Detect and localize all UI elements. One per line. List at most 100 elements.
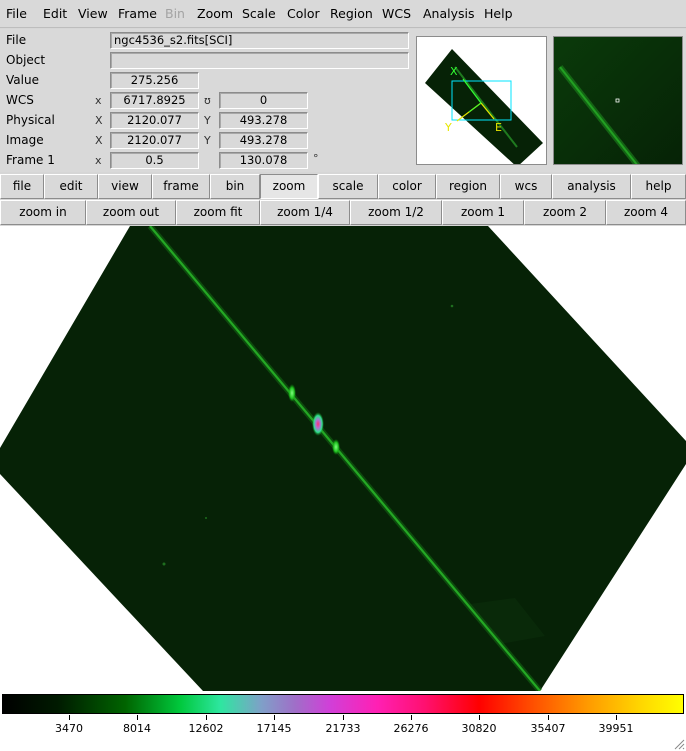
compass-n-arrow [468, 102, 482, 113]
magnifier-view [554, 37, 682, 164]
button-file[interactable]: file [0, 174, 44, 199]
button-zoom[interactable]: zoom [260, 174, 318, 199]
colorbar-tick-mark [343, 715, 344, 720]
image-label: Image [6, 133, 44, 147]
button-zoom-half[interactable]: zoom 1/2 [350, 200, 442, 225]
button-wcs[interactable]: wcs [500, 174, 552, 199]
file-label: File [6, 33, 27, 47]
image-canvas[interactable] [0, 226, 686, 691]
menu-color[interactable]: Color [287, 6, 320, 21]
colorbar-tick-mark [137, 715, 138, 720]
file-name-field: ngc4536_s2.fits[SCI] [110, 32, 409, 49]
colorbar-tick-mark [206, 715, 207, 720]
menu-bin: Bin [165, 6, 185, 21]
colorbar-tick-label: 12602 [188, 722, 224, 735]
colorbar-gradient [2, 694, 684, 714]
compass-e-label: E [495, 121, 502, 134]
button-region[interactable]: region [436, 174, 500, 199]
physical-x-axis-label: X [95, 114, 103, 127]
colorbar-tick-label: 35407 [530, 722, 566, 735]
panner[interactable]: X Y E [416, 36, 547, 165]
button-analysis[interactable]: analysis [552, 174, 631, 199]
object-label: Object [6, 53, 46, 67]
menu-edit[interactable]: Edit [43, 6, 68, 21]
frame-angle-field: 130.078 [219, 152, 308, 169]
spectrum-trace [149, 226, 541, 691]
colorbar-tick-label: 26276 [393, 722, 429, 735]
menu-file[interactable]: File [6, 6, 27, 21]
menu-region[interactable]: Region [330, 6, 373, 21]
compass-x-arrow [462, 78, 482, 104]
magnifier [553, 36, 683, 165]
button-zoom-1[interactable]: zoom 1 [442, 200, 524, 225]
compass-e-arrow [480, 102, 495, 120]
physical-y-field: 493.278 [219, 112, 308, 129]
value-label: Value [6, 73, 39, 87]
menu-view[interactable]: View [78, 6, 108, 21]
image-y-axis-label: Y [204, 134, 211, 147]
wcs-x-field: 6717.8925 [110, 92, 199, 109]
colorbar-tick-label: 39951 [598, 722, 634, 735]
emission-knot-lower [332, 439, 340, 455]
frame-zoom-axis-label: x [95, 154, 102, 167]
colorbar-tick-label: 21733 [325, 722, 361, 735]
colorbar-tick-mark [616, 715, 617, 720]
colorbar-tick-label: 8014 [123, 722, 151, 735]
wcs-label: WCS [6, 93, 34, 107]
button-zoom-2[interactable]: zoom 2 [524, 200, 606, 225]
point-source-1 [450, 304, 454, 308]
colorbar-tick-mark [274, 715, 275, 720]
image-x-field: 2120.077 [110, 132, 199, 149]
wcs-x-axis-label: x [95, 94, 102, 107]
colorbar-tick-mark [548, 715, 549, 720]
panner-view-box[interactable] [451, 80, 512, 121]
button-bar: file edit view frame bin zoom scale colo… [0, 174, 686, 199]
colorbar-tick-label: 3470 [55, 722, 83, 735]
menu-wcs[interactable]: WCS [382, 6, 412, 21]
degree-symbol: ° [313, 152, 319, 165]
image-y-field: 493.278 [219, 132, 308, 149]
magnifier-cursor [615, 98, 620, 103]
physical-label: Physical [6, 113, 55, 127]
colorbar-tick-mark [411, 715, 412, 720]
button-edit[interactable]: edit [44, 174, 98, 199]
menu-analysis[interactable]: Analysis [423, 6, 475, 21]
colorbar: 3470 8014 12602 17145 21733 26276 30820 35407 39… [0, 691, 686, 751]
panner-spectrum-trace [454, 66, 518, 148]
menu-help[interactable]: Help [484, 6, 513, 21]
pixel-value-field: 275.256 [110, 72, 199, 89]
wcs-y-field: 0 [219, 92, 308, 109]
emission-knot-bright [312, 412, 324, 436]
button-zoom-in[interactable]: zoom in [0, 200, 86, 225]
menu-scale[interactable]: Scale [242, 6, 276, 21]
menu-frame[interactable]: Frame [118, 6, 157, 21]
resize-grip-icon[interactable] [671, 736, 685, 750]
emission-knot-upper [288, 384, 296, 402]
button-zoom-4[interactable]: zoom 4 [606, 200, 686, 225]
physical-x-field: 2120.077 [110, 112, 199, 129]
colorbar-tick-mark [479, 715, 480, 720]
colorbar-tick-mark [69, 715, 70, 720]
button-zoom-fit[interactable]: zoom fit [176, 200, 260, 225]
compass-y-label: Y [444, 121, 452, 134]
wcs-y-axis-label: ʊ [204, 94, 211, 107]
button-scale[interactable]: scale [318, 174, 378, 199]
colorbar-tick-label: 30820 [461, 722, 497, 735]
frame-label: Frame 1 [6, 153, 55, 167]
frame-zoom-field: 0.5 [110, 152, 199, 169]
image-x-axis-label: X [95, 134, 103, 147]
button-view[interactable]: view [98, 174, 152, 199]
button-zoom-quarter[interactable]: zoom 1/4 [260, 200, 350, 225]
menu-zoom[interactable]: Zoom [197, 6, 234, 21]
panner-thumbnail: X Y E [425, 49, 543, 164]
button-zoom-out[interactable]: zoom out [86, 200, 176, 225]
zoom-button-bar: zoom in zoom out zoom fit zoom 1/4 zoom … [0, 200, 686, 225]
compass-x-label: X [450, 65, 458, 78]
button-frame[interactable]: frame [152, 174, 210, 199]
fits-image [0, 226, 686, 691]
button-bin[interactable]: bin [210, 174, 260, 199]
colorbar-tick-label: 17145 [256, 722, 292, 735]
physical-y-axis-label: Y [204, 114, 211, 127]
button-color[interactable]: color [378, 174, 436, 199]
button-help[interactable]: help [631, 174, 686, 199]
